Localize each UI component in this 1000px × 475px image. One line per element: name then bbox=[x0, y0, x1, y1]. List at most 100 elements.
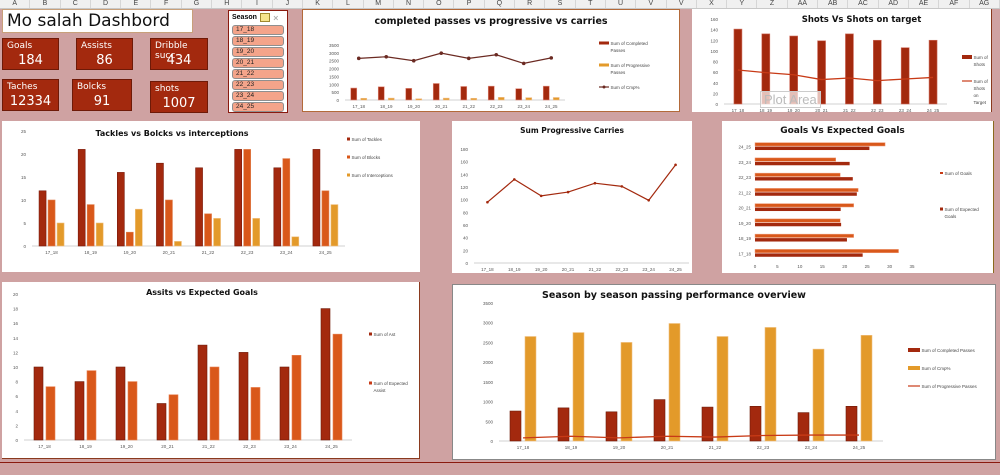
kpi-card-taches: Taches 12334 bbox=[2, 79, 59, 111]
column-header[interactable]: L bbox=[333, 0, 364, 8]
point-20_21 bbox=[566, 190, 570, 194]
slicer-item-21_22[interactable]: 21_22 bbox=[232, 69, 284, 79]
column-header[interactable]: AA bbox=[788, 0, 819, 8]
column-header[interactable]: V bbox=[636, 0, 667, 8]
defense-chart[interactable]: 0 5 10 15 20 25 17_18 18_19 19_20 20_21 21_22 22_23… bbox=[2, 121, 420, 272]
passing-overview-chart[interactable]: 0 500 1000 1500 2000 2500 3000 3500 17_18 18_19 19… bbox=[453, 285, 997, 461]
x-tick-label: 21_22 bbox=[202, 444, 215, 449]
legend-swatch bbox=[347, 173, 350, 177]
bar-23_24 bbox=[525, 97, 533, 101]
line-series bbox=[487, 164, 677, 203]
legend-swatch bbox=[940, 172, 943, 174]
column-header[interactable]: AG bbox=[970, 0, 1000, 8]
bar-21_22 bbox=[209, 366, 220, 441]
column-header[interactable]: F bbox=[151, 0, 182, 8]
bar-24_25 bbox=[754, 142, 886, 147]
slicer-item-19_20[interactable]: 19_20 bbox=[232, 47, 284, 57]
column-header[interactable]: V bbox=[667, 0, 697, 8]
point-21_22 bbox=[593, 181, 597, 185]
slicer-item-24_25[interactable]: 24_25 bbox=[232, 102, 284, 112]
y-tick-label: 23_24 bbox=[738, 160, 751, 165]
x-tick-label: 23_24 bbox=[517, 104, 530, 109]
shots-chart[interactable]: 0 20 40 60 80 100 120 140 160 17_18 18_19 19_20 20_2… bbox=[692, 9, 992, 112]
chart-panel-carries: Sum Progressive Carries 0 20 40 60 80 100 120 1… bbox=[452, 121, 692, 273]
kpi-label: shots bbox=[155, 84, 180, 94]
bar-20_21 bbox=[174, 241, 182, 247]
assists-xa-chart[interactable]: 0 2 4 6 8 10 12 14 16 18 20 17_18 18_19 19_20 20_21 21_… bbox=[2, 282, 420, 459]
kpi-value: 434 bbox=[166, 53, 192, 68]
column-header[interactable]: AE bbox=[909, 0, 940, 8]
x-tick-label: 19_20 bbox=[535, 267, 548, 272]
y-tick-label: 0 bbox=[715, 102, 718, 107]
y-tick-label: 6 bbox=[15, 394, 18, 399]
column-header[interactable]: K bbox=[303, 0, 334, 8]
column-header[interactable]: N bbox=[394, 0, 425, 8]
kpi-label: Bolcks bbox=[77, 82, 107, 92]
slicer-item-17_18[interactable]: 17_18 bbox=[232, 25, 284, 35]
column-header[interactable]: R bbox=[515, 0, 546, 8]
slicer-item-18_19[interactable]: 18_19 bbox=[232, 36, 284, 46]
column-header[interactable]: S bbox=[545, 0, 576, 8]
clear-filter-icon[interactable]: ⨯ bbox=[272, 14, 279, 22]
slicer-item-20_21[interactable]: 20_21 bbox=[232, 58, 284, 68]
column-header[interactable]: A bbox=[0, 0, 31, 8]
column-header[interactable]: U bbox=[606, 0, 637, 8]
column-header[interactable]: Q bbox=[485, 0, 516, 8]
slicer-item-22_23[interactable]: 22_23 bbox=[232, 80, 284, 90]
column-header[interactable]: Y bbox=[727, 0, 758, 8]
column-header[interactable]: B bbox=[30, 0, 61, 8]
y-tick-label: 3000 bbox=[329, 51, 340, 56]
kpi-value: 1007 bbox=[162, 96, 196, 111]
column-header[interactable]: O bbox=[424, 0, 455, 8]
bar-20_21 bbox=[432, 83, 440, 101]
x-tick-label: 17_18 bbox=[352, 104, 365, 109]
passes-chart[interactable]: 0 500 1000 1500 2000 2500 3000 3500 17_18 18_19 19… bbox=[303, 10, 681, 113]
y-tick-label: 10 bbox=[13, 365, 19, 370]
bar-23_24 bbox=[291, 355, 302, 441]
x-tick-label: 20_21 bbox=[161, 444, 174, 449]
column-header[interactable]: T bbox=[576, 0, 606, 8]
column-header[interactable]: X bbox=[697, 0, 728, 8]
bar-20_21 bbox=[755, 207, 841, 212]
column-header[interactable]: Z bbox=[757, 0, 788, 8]
legend-label: Sum of Expected bbox=[374, 381, 409, 386]
bar-23_24 bbox=[900, 47, 910, 105]
y-tick-label: 0 bbox=[490, 439, 493, 444]
legend-label: on bbox=[974, 93, 980, 98]
column-header[interactable]: AB bbox=[818, 0, 849, 8]
legend-label: Sum of Blocks bbox=[352, 155, 382, 160]
slicer-item-23_24[interactable]: 23_24 bbox=[232, 91, 284, 101]
x-tick-label: 23_24 bbox=[280, 250, 293, 255]
x-tick-label: 19_20 bbox=[613, 445, 626, 450]
bar-21_22 bbox=[204, 213, 212, 247]
column-header[interactable]: G bbox=[182, 0, 213, 8]
y-tick-label: 18 bbox=[13, 307, 19, 312]
bar-18_19 bbox=[755, 238, 847, 242]
column-header[interactable]: P bbox=[454, 0, 485, 8]
goals-xg-chart[interactable]: 0 5 10 15 20 25 30 35 17_18 18_19 19_20 20_21 21_22 2… bbox=[722, 121, 994, 273]
x-tick-label: 25 bbox=[865, 264, 871, 269]
column-header[interactable]: E bbox=[121, 0, 152, 8]
multi-select-icon[interactable] bbox=[259, 13, 270, 22]
point-17_18 bbox=[486, 200, 489, 204]
point-23_24 bbox=[521, 61, 526, 66]
column-header[interactable]: D bbox=[91, 0, 122, 8]
bar-23_24 bbox=[755, 161, 850, 166]
column-header[interactable]: J bbox=[273, 0, 303, 8]
column-header[interactable]: AD bbox=[879, 0, 909, 8]
column-header[interactable]: C bbox=[61, 0, 91, 8]
x-tick-label: 0 bbox=[754, 264, 757, 269]
legend-label: Target bbox=[974, 100, 987, 105]
carries-chart[interactable]: 0 20 40 60 80 100 120 140 160 180 17_18 18_19 19_20 2… bbox=[452, 121, 692, 273]
x-tick-label: 23_24 bbox=[284, 444, 297, 449]
column-header[interactable]: H bbox=[212, 0, 243, 8]
column-header[interactable]: M bbox=[364, 0, 394, 8]
column-header[interactable]: AF bbox=[939, 0, 970, 8]
bar-20_21 bbox=[668, 323, 681, 442]
x-tick-label: 23_24 bbox=[805, 445, 818, 450]
chart-panel-defense: Tackles vs Bolcks vs interceptions 0 5 10 1… bbox=[2, 121, 420, 272]
column-header[interactable]: AC bbox=[848, 0, 879, 8]
column-header[interactable]: I bbox=[242, 0, 273, 8]
bar-24_25 bbox=[320, 308, 331, 441]
bar-22_23 bbox=[238, 352, 249, 441]
